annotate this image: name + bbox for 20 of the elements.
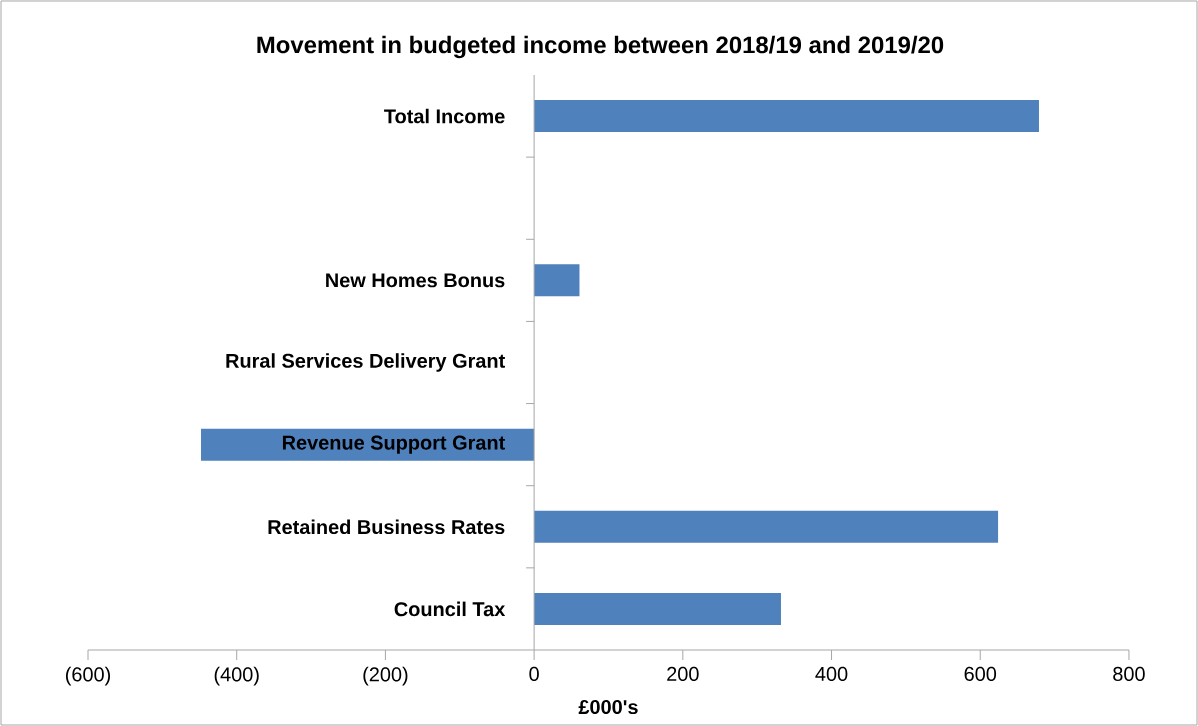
bar xyxy=(534,100,1039,133)
y-tick-label: Council Tax xyxy=(394,601,506,617)
y-tick-label: Revenue Support Grant xyxy=(282,435,506,454)
x-tick-label: 0 xyxy=(529,666,539,681)
x-tick-label: 800 xyxy=(1113,666,1145,681)
x-axis-title: £000's xyxy=(578,699,638,715)
y-tick-label: Total Income xyxy=(384,108,505,124)
x-tick-label: 600 xyxy=(964,666,997,681)
y-tick-label: Rural Services Delivery Grant xyxy=(226,353,505,372)
x-tick-label: (200) xyxy=(363,666,408,686)
bar xyxy=(534,264,580,297)
x-tick-label: 400 xyxy=(815,666,848,681)
y-tick-label: New Homes Bonus xyxy=(326,273,505,288)
chart-title: Movement in budgeted income between 2018/19 and 2019/20 xyxy=(257,35,944,59)
y-tick-label: Retained Business Rates xyxy=(268,519,505,535)
x-tick-label: (600) xyxy=(65,666,111,686)
x-tick-label: 200 xyxy=(667,666,699,681)
bar xyxy=(534,592,781,625)
bar xyxy=(534,510,999,543)
x-tick-label: (400) xyxy=(214,666,259,686)
